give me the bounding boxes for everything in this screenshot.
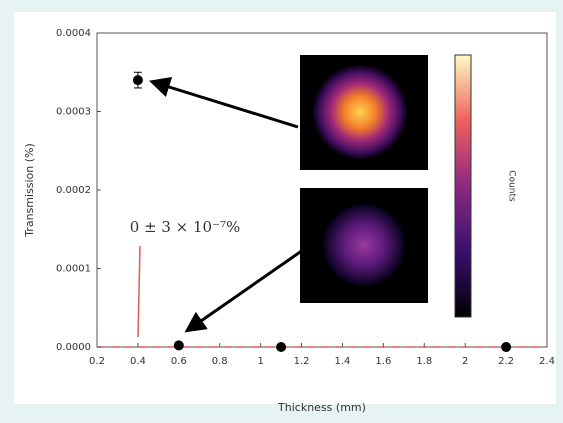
x-tick-label: 1.6	[375, 356, 391, 367]
colorbar-label: Counts	[507, 170, 517, 202]
x-tick-label: 0.4	[130, 356, 146, 367]
data-point	[276, 342, 287, 352]
arrow	[148, 76, 299, 129]
colorbar	[454, 54, 472, 318]
annotation-pointer	[137, 245, 141, 338]
x-tick-label: 0.8	[212, 356, 228, 367]
data-point	[132, 75, 143, 86]
annotation: 0 ± 3 × 10⁻⁷%	[130, 218, 241, 236]
y-tick-label: 0.0001	[56, 264, 91, 275]
x-axis-label: Thickness (mm)	[277, 401, 366, 414]
inset-beam	[312, 64, 408, 160]
x-tick-label: 2	[462, 356, 468, 367]
x-tick-label: 0.6	[171, 356, 187, 367]
x-tick-label: 1	[257, 356, 263, 367]
x-tick-label: 0.2	[89, 356, 105, 367]
x-tick-label: 1.2	[294, 356, 310, 367]
y-tick-label: 0.0002	[56, 185, 91, 196]
inset-beam	[322, 203, 406, 287]
x-tick-label: 2.2	[498, 356, 514, 367]
x-tick-label: 1.4	[335, 356, 351, 367]
arrow	[184, 248, 304, 333]
x-tick-label: 1.8	[416, 356, 432, 367]
x-tick-label: 2.4	[539, 356, 555, 367]
insets	[148, 54, 472, 333]
data-point	[173, 340, 184, 351]
data-point	[501, 342, 512, 352]
y-tick-label: 0.0000	[56, 342, 91, 353]
y-tick-label: 0.0004	[56, 28, 91, 39]
y-tick-label: 0.0003	[56, 107, 91, 118]
y-axis-label: Transmission (%)	[23, 143, 36, 238]
